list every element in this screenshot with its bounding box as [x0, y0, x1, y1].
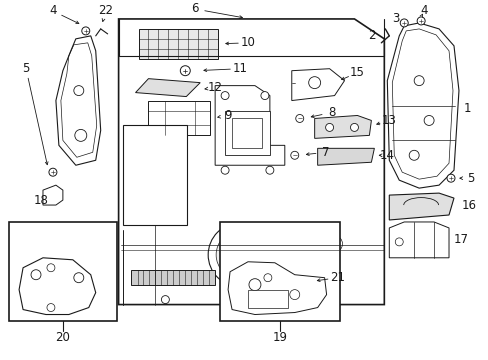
Circle shape [446, 174, 454, 182]
Polygon shape [130, 270, 215, 285]
Text: 22: 22 [98, 4, 113, 18]
Circle shape [264, 274, 271, 282]
Text: 1: 1 [462, 102, 470, 115]
Circle shape [221, 91, 228, 100]
Circle shape [265, 166, 273, 174]
Text: 10: 10 [240, 36, 255, 49]
Text: 21: 21 [329, 271, 345, 284]
Polygon shape [317, 148, 374, 165]
Bar [9, 222, 116, 321]
Polygon shape [138, 29, 218, 59]
Circle shape [74, 86, 83, 95]
Text: 5: 5 [22, 62, 30, 75]
Circle shape [295, 114, 303, 122]
Text: 7: 7 [321, 146, 329, 159]
Circle shape [75, 129, 86, 141]
Text: 16: 16 [461, 199, 475, 212]
Polygon shape [388, 193, 453, 220]
Polygon shape [215, 86, 284, 165]
Text: 17: 17 [452, 233, 468, 246]
Text: 4: 4 [420, 4, 427, 18]
Text: 19: 19 [272, 331, 287, 344]
Text: 3: 3 [392, 13, 399, 26]
Circle shape [47, 303, 55, 311]
Bar [247, 290, 287, 307]
Circle shape [47, 264, 55, 272]
Circle shape [416, 17, 424, 25]
Circle shape [423, 116, 433, 125]
Text: 13: 13 [381, 114, 396, 127]
Circle shape [400, 19, 407, 27]
Text: 9: 9 [224, 109, 231, 122]
Polygon shape [19, 258, 96, 315]
Text: 18: 18 [34, 194, 48, 207]
Circle shape [49, 168, 57, 176]
Text: 4: 4 [49, 4, 57, 18]
Text: 12: 12 [207, 81, 222, 94]
Polygon shape [56, 36, 101, 165]
Circle shape [261, 91, 268, 100]
Bar [224, 111, 269, 155]
Bar [122, 125, 187, 225]
Circle shape [325, 123, 333, 131]
Circle shape [74, 273, 83, 283]
Text: 15: 15 [349, 66, 364, 79]
Circle shape [408, 150, 418, 160]
Polygon shape [388, 222, 448, 258]
Circle shape [308, 77, 320, 89]
Bar [299, 233, 334, 255]
Text: 14: 14 [379, 149, 394, 162]
Polygon shape [291, 69, 344, 100]
Circle shape [350, 123, 358, 131]
Circle shape [413, 76, 423, 86]
Circle shape [394, 238, 403, 246]
Text: 2: 2 [367, 30, 374, 42]
Circle shape [248, 279, 261, 291]
Polygon shape [148, 100, 210, 135]
Circle shape [326, 236, 342, 252]
Circle shape [81, 27, 90, 35]
Text: 20: 20 [55, 331, 70, 344]
Text: 5: 5 [466, 172, 474, 185]
Polygon shape [386, 23, 458, 188]
Polygon shape [135, 78, 200, 96]
Text: 6: 6 [191, 3, 199, 15]
Polygon shape [43, 185, 63, 205]
Text: 8: 8 [327, 106, 335, 119]
Text: 11: 11 [232, 62, 247, 75]
Circle shape [216, 231, 264, 279]
Circle shape [31, 270, 41, 280]
Circle shape [291, 236, 307, 252]
Circle shape [289, 290, 299, 300]
Circle shape [161, 296, 169, 303]
Circle shape [290, 151, 298, 159]
Bar [220, 222, 339, 321]
Polygon shape [314, 116, 370, 138]
Circle shape [221, 166, 228, 174]
Circle shape [208, 223, 271, 287]
Circle shape [180, 66, 190, 76]
Bar [232, 118, 262, 148]
Polygon shape [119, 19, 384, 305]
Polygon shape [227, 262, 326, 315]
